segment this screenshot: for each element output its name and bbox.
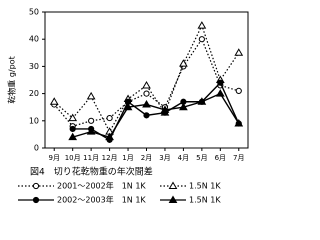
marker bbox=[160, 105, 170, 113]
x-tick-label: 12月 bbox=[102, 154, 118, 162]
x-tick-label: 10月 bbox=[65, 154, 81, 162]
legend-label: 1.5N 1K bbox=[189, 182, 221, 191]
x-tick-label: 4月 bbox=[178, 154, 189, 162]
y-tick-label: 50 bbox=[29, 8, 39, 17]
series-line bbox=[72, 92, 240, 138]
marker bbox=[88, 117, 95, 124]
marker bbox=[68, 132, 78, 141]
marker bbox=[106, 114, 113, 122]
legend-label: 2002～2003年 1N 1K bbox=[57, 195, 146, 205]
marker bbox=[143, 112, 150, 119]
marker bbox=[198, 36, 205, 43]
series-line bbox=[53, 37, 239, 127]
marker bbox=[234, 119, 244, 127]
y-tick-label: 30 bbox=[29, 62, 39, 71]
x-tick-label: 6月 bbox=[215, 154, 226, 162]
x-tick-label: 3月 bbox=[159, 154, 170, 162]
marker bbox=[217, 79, 224, 86]
y-axis-label: 乾物重 g/pot bbox=[7, 56, 17, 103]
marker bbox=[142, 80, 151, 89]
marker bbox=[69, 125, 76, 133]
x-tick-label: 9月 bbox=[48, 154, 59, 162]
marker bbox=[235, 87, 242, 94]
y-tick-label: 0 bbox=[34, 144, 39, 153]
y-tick-label: 20 bbox=[29, 89, 39, 98]
x-tick-label: 11月 bbox=[83, 154, 99, 162]
legend-marker bbox=[32, 196, 40, 204]
y-tick-label: 10 bbox=[29, 116, 39, 125]
legend-marker bbox=[168, 195, 178, 203]
y-tick-label: 40 bbox=[29, 35, 39, 44]
page: 乾物重 g/pot 図4 切り花乾物重の年次間差 0 10 20 30 40 50 9月 10… bbox=[0, 0, 261, 209]
background bbox=[0, 0, 261, 209]
chart: 乾物重 g/pot 図4 切り花乾物重の年次間差 0 10 20 30 40 50 9月 10… bbox=[0, 0, 261, 209]
marker bbox=[179, 102, 188, 111]
marker bbox=[86, 127, 96, 135]
legend-label: 1.5N 1K bbox=[189, 196, 221, 205]
marker bbox=[197, 97, 207, 105]
marker bbox=[234, 48, 244, 56]
marker bbox=[179, 59, 188, 67]
marker bbox=[123, 102, 133, 111]
marker bbox=[68, 113, 78, 122]
marker bbox=[142, 99, 151, 108]
x-tick-label: 2月 bbox=[141, 154, 152, 162]
marker bbox=[143, 90, 150, 97]
x-tick-label: 5月 bbox=[196, 154, 207, 162]
legend-marker bbox=[168, 181, 178, 189]
x-tick-label: 1月 bbox=[122, 154, 133, 162]
marker bbox=[105, 132, 114, 141]
marker bbox=[49, 97, 59, 105]
marker bbox=[215, 89, 225, 97]
chart-title: 図4 切り花乾物重の年次間差 bbox=[30, 166, 153, 178]
legend-label: 2001～2002年 1N 1K bbox=[57, 181, 146, 191]
marker bbox=[197, 21, 207, 29]
marker bbox=[86, 91, 96, 100]
x-tick-label: 7月 bbox=[233, 154, 244, 162]
legend-marker bbox=[32, 182, 40, 190]
